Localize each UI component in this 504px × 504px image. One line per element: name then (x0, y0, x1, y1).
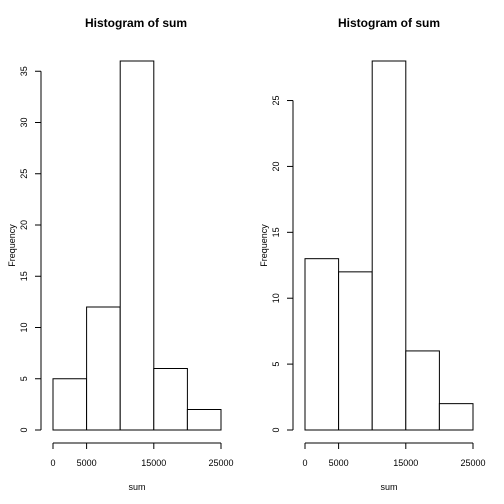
x-tick-label: 15000 (141, 458, 166, 468)
x-tick-label: 25000 (460, 458, 485, 468)
y-tick-label: 25 (271, 96, 281, 106)
histogram-bar-4 (153, 368, 188, 431)
y-tick-label: 30 (19, 117, 29, 127)
y-tick-label: 5 (19, 376, 29, 381)
y-axis-label: Frequency (259, 224, 269, 267)
chart-title: Histogram of sum (85, 16, 187, 30)
histogram-bar-3 (119, 60, 155, 431)
y-tick-label: 5 (271, 362, 281, 367)
y-tick-label: 15 (19, 271, 29, 281)
y-tick-label: 35 (19, 66, 29, 76)
x-tick-label: 5000 (329, 458, 349, 468)
y-tick-label: 0 (271, 427, 281, 432)
histogram-bar-3 (371, 60, 407, 431)
x-tick-label: 5000 (77, 458, 97, 468)
x-axis-label: sum (128, 482, 145, 492)
x-tick-label: 15000 (393, 458, 418, 468)
y-tick-label: 25 (19, 169, 29, 179)
y-tick-label: 15 (271, 227, 281, 237)
histogram-bar-1 (52, 378, 88, 431)
histogram-panel-left: Histogram of sum 0 5 10 15 20 25 30 35 Frequency 0… (7, 16, 234, 492)
y-tick-label: 20 (271, 161, 281, 171)
y-axis-label: Frequency (7, 224, 17, 267)
histogram-bar-5 (186, 409, 222, 431)
histogram-bar-1 (304, 258, 340, 431)
y-tick-label: 10 (19, 322, 29, 332)
y-tick-label: 10 (271, 293, 281, 303)
histogram-bar-2 (86, 306, 121, 431)
chart-title: Histogram of sum (338, 16, 440, 30)
x-tick-label: 0 (50, 458, 55, 468)
y-tick-label: 20 (19, 220, 29, 230)
histogram-bar-2 (338, 271, 373, 431)
x-tick-label: 25000 (208, 458, 233, 468)
x-axis-label: sum (380, 482, 397, 492)
histogram-bar-5 (438, 403, 474, 431)
histogram-bar-4 (405, 350, 440, 431)
y-tick-label: 0 (19, 427, 29, 432)
x-tick-label: 0 (302, 458, 307, 468)
histogram-panel-right: Histogram of sum 0 5 10 15 20 25 Frequency 0 5000… (259, 16, 486, 492)
